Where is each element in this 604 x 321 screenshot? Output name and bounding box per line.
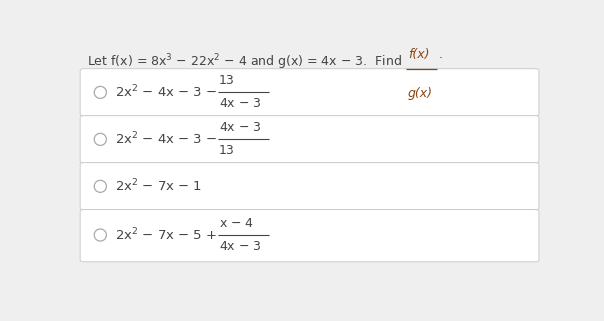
- Text: x $-$ 4: x $-$ 4: [219, 217, 254, 230]
- Text: 4x $-$ 3: 4x $-$ 3: [219, 121, 262, 134]
- Text: 4x $-$ 3: 4x $-$ 3: [219, 240, 262, 253]
- Text: 4x $-$ 3: 4x $-$ 3: [219, 98, 262, 110]
- Text: 2x$^2$ $-$ 7x $-$ 1: 2x$^2$ $-$ 7x $-$ 1: [115, 178, 202, 195]
- Text: 2x$^2$ $-$ 4x $-$ 3 $-$: 2x$^2$ $-$ 4x $-$ 3 $-$: [115, 84, 219, 101]
- Text: 13: 13: [219, 144, 235, 157]
- Text: 2x$^2$ $-$ 4x $-$ 3 $-$: 2x$^2$ $-$ 4x $-$ 3 $-$: [115, 131, 219, 148]
- Text: f(x): f(x): [408, 48, 429, 61]
- Text: 13: 13: [219, 74, 235, 87]
- Text: g(x): g(x): [408, 87, 433, 100]
- FancyBboxPatch shape: [80, 210, 539, 262]
- Text: .: .: [439, 48, 442, 61]
- Text: 2x$^2$ $-$ 7x $-$ 5 $+$: 2x$^2$ $-$ 7x $-$ 5 $+$: [115, 227, 219, 243]
- FancyBboxPatch shape: [80, 116, 539, 163]
- FancyBboxPatch shape: [80, 163, 539, 210]
- Text: Let f(x) = 8x$^3$ $-$ 22x$^2$ $-$ 4 and g(x) = 4x $-$ 3.  Find: Let f(x) = 8x$^3$ $-$ 22x$^2$ $-$ 4 and …: [87, 52, 402, 72]
- FancyBboxPatch shape: [80, 69, 539, 116]
